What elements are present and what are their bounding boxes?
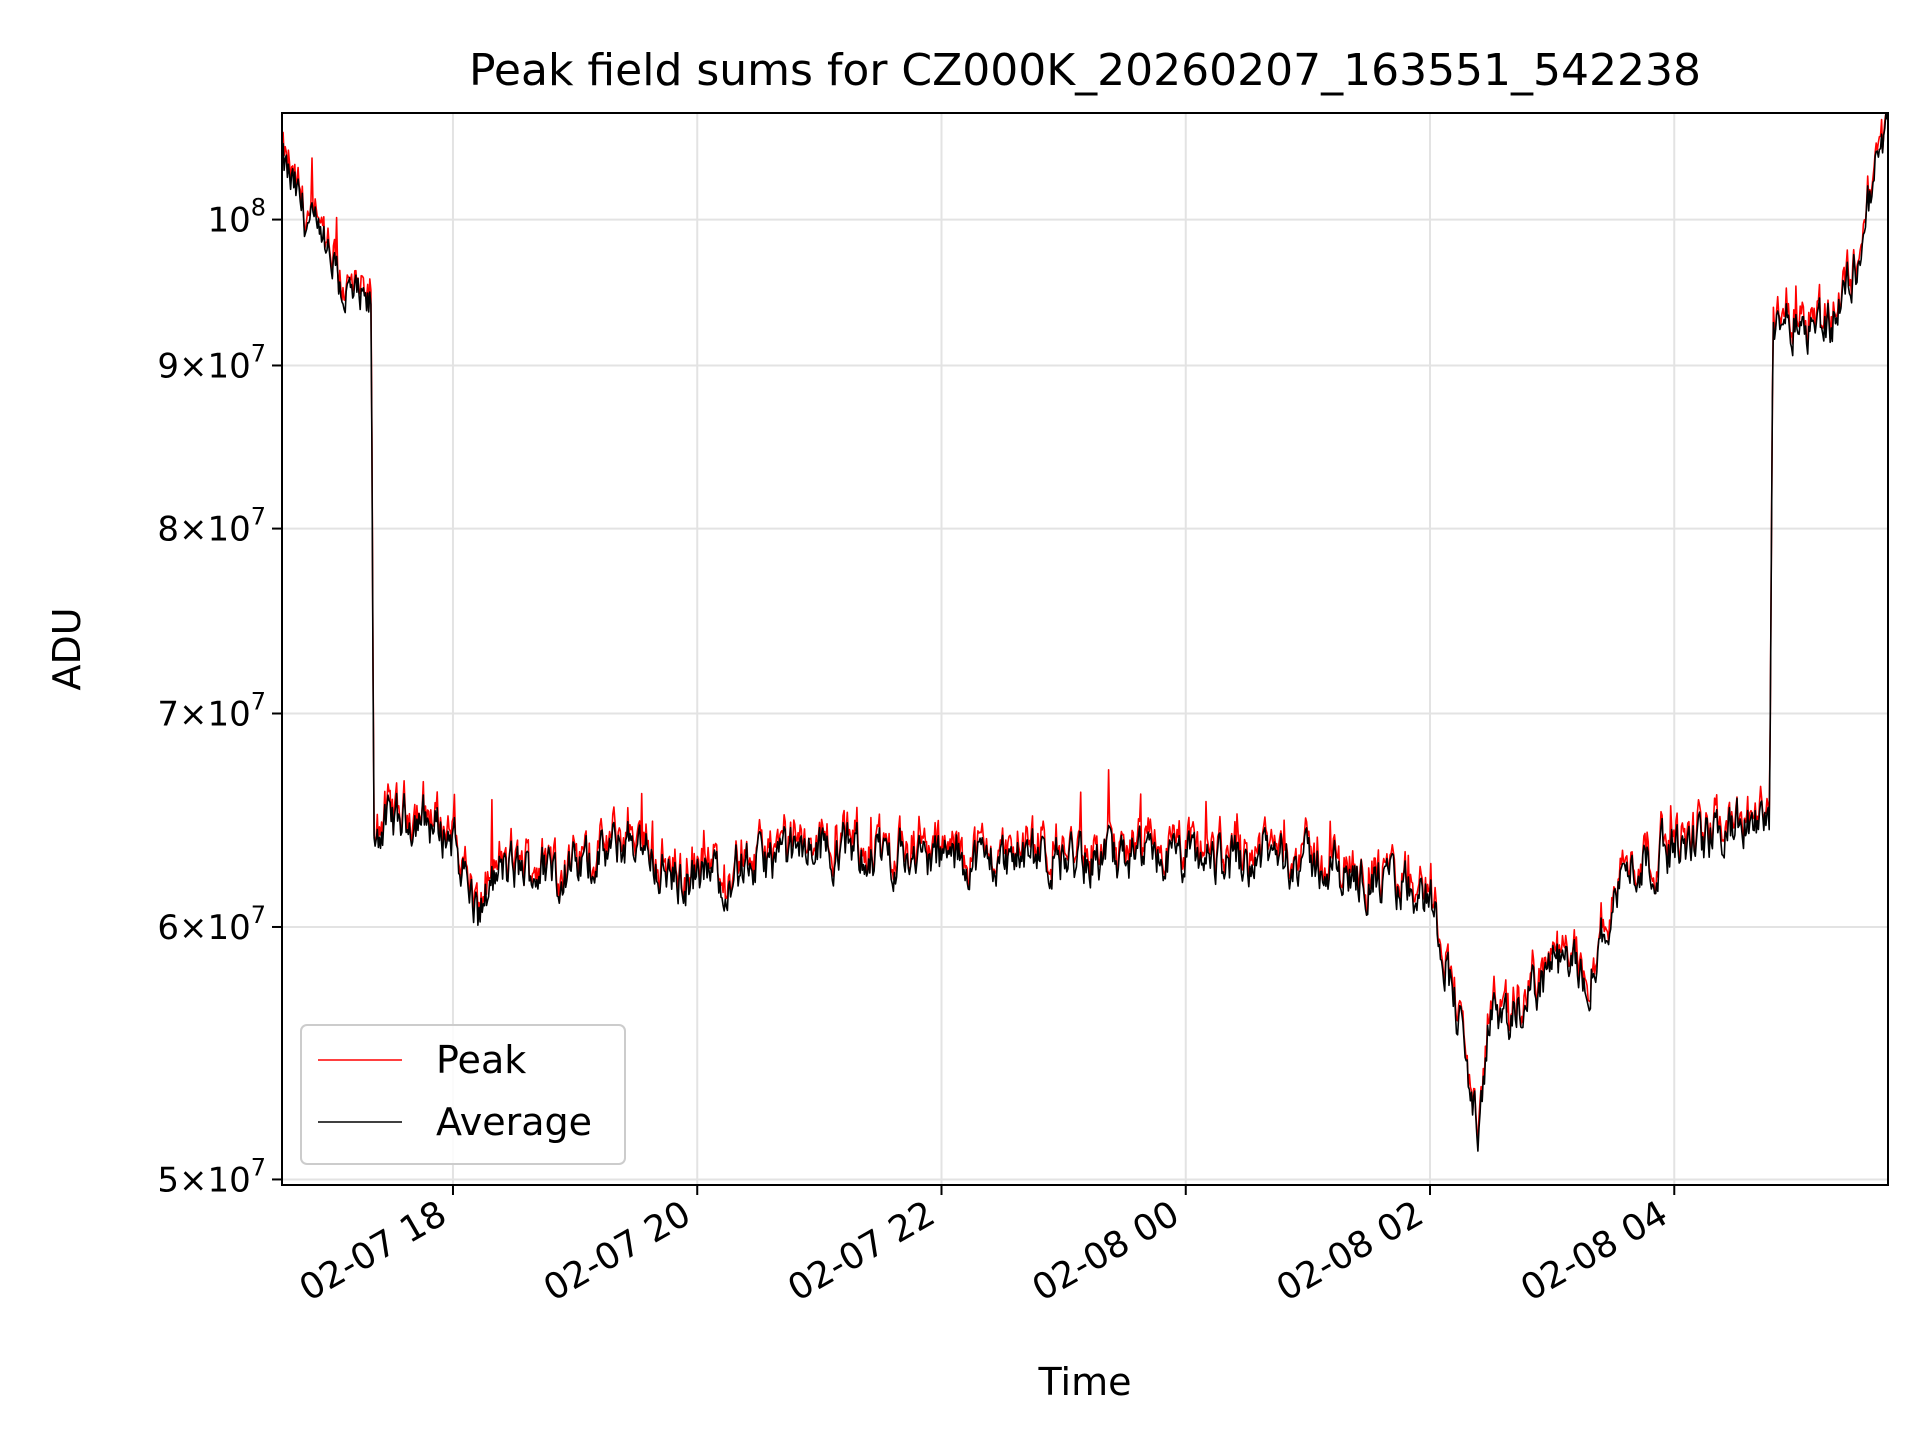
y-tick-label: 7×107	[157, 688, 266, 735]
chart-title: Peak field sums for CZ000K_20260207_1635…	[469, 45, 1701, 96]
plot-frame	[281, 112, 1889, 1186]
y-axis-label: ADU	[45, 607, 89, 690]
y-tick-label: 9×107	[157, 339, 266, 386]
x-axis-label: Time	[1038, 1360, 1132, 1404]
grid-layer	[282, 113, 1888, 1185]
plot-area	[281, 112, 1889, 1152]
series-line-average	[281, 112, 1889, 1152]
legend: Peak Average	[300, 1024, 626, 1165]
y-tick-label: 5×107	[157, 1153, 266, 1200]
y-tick-label: 6×107	[157, 901, 266, 948]
y-tick-label: 108	[207, 194, 266, 241]
legend-average-label: Average	[436, 1100, 592, 1144]
y-tick-label: 8×107	[157, 503, 266, 550]
legend-peak-label: Peak	[436, 1038, 526, 1082]
